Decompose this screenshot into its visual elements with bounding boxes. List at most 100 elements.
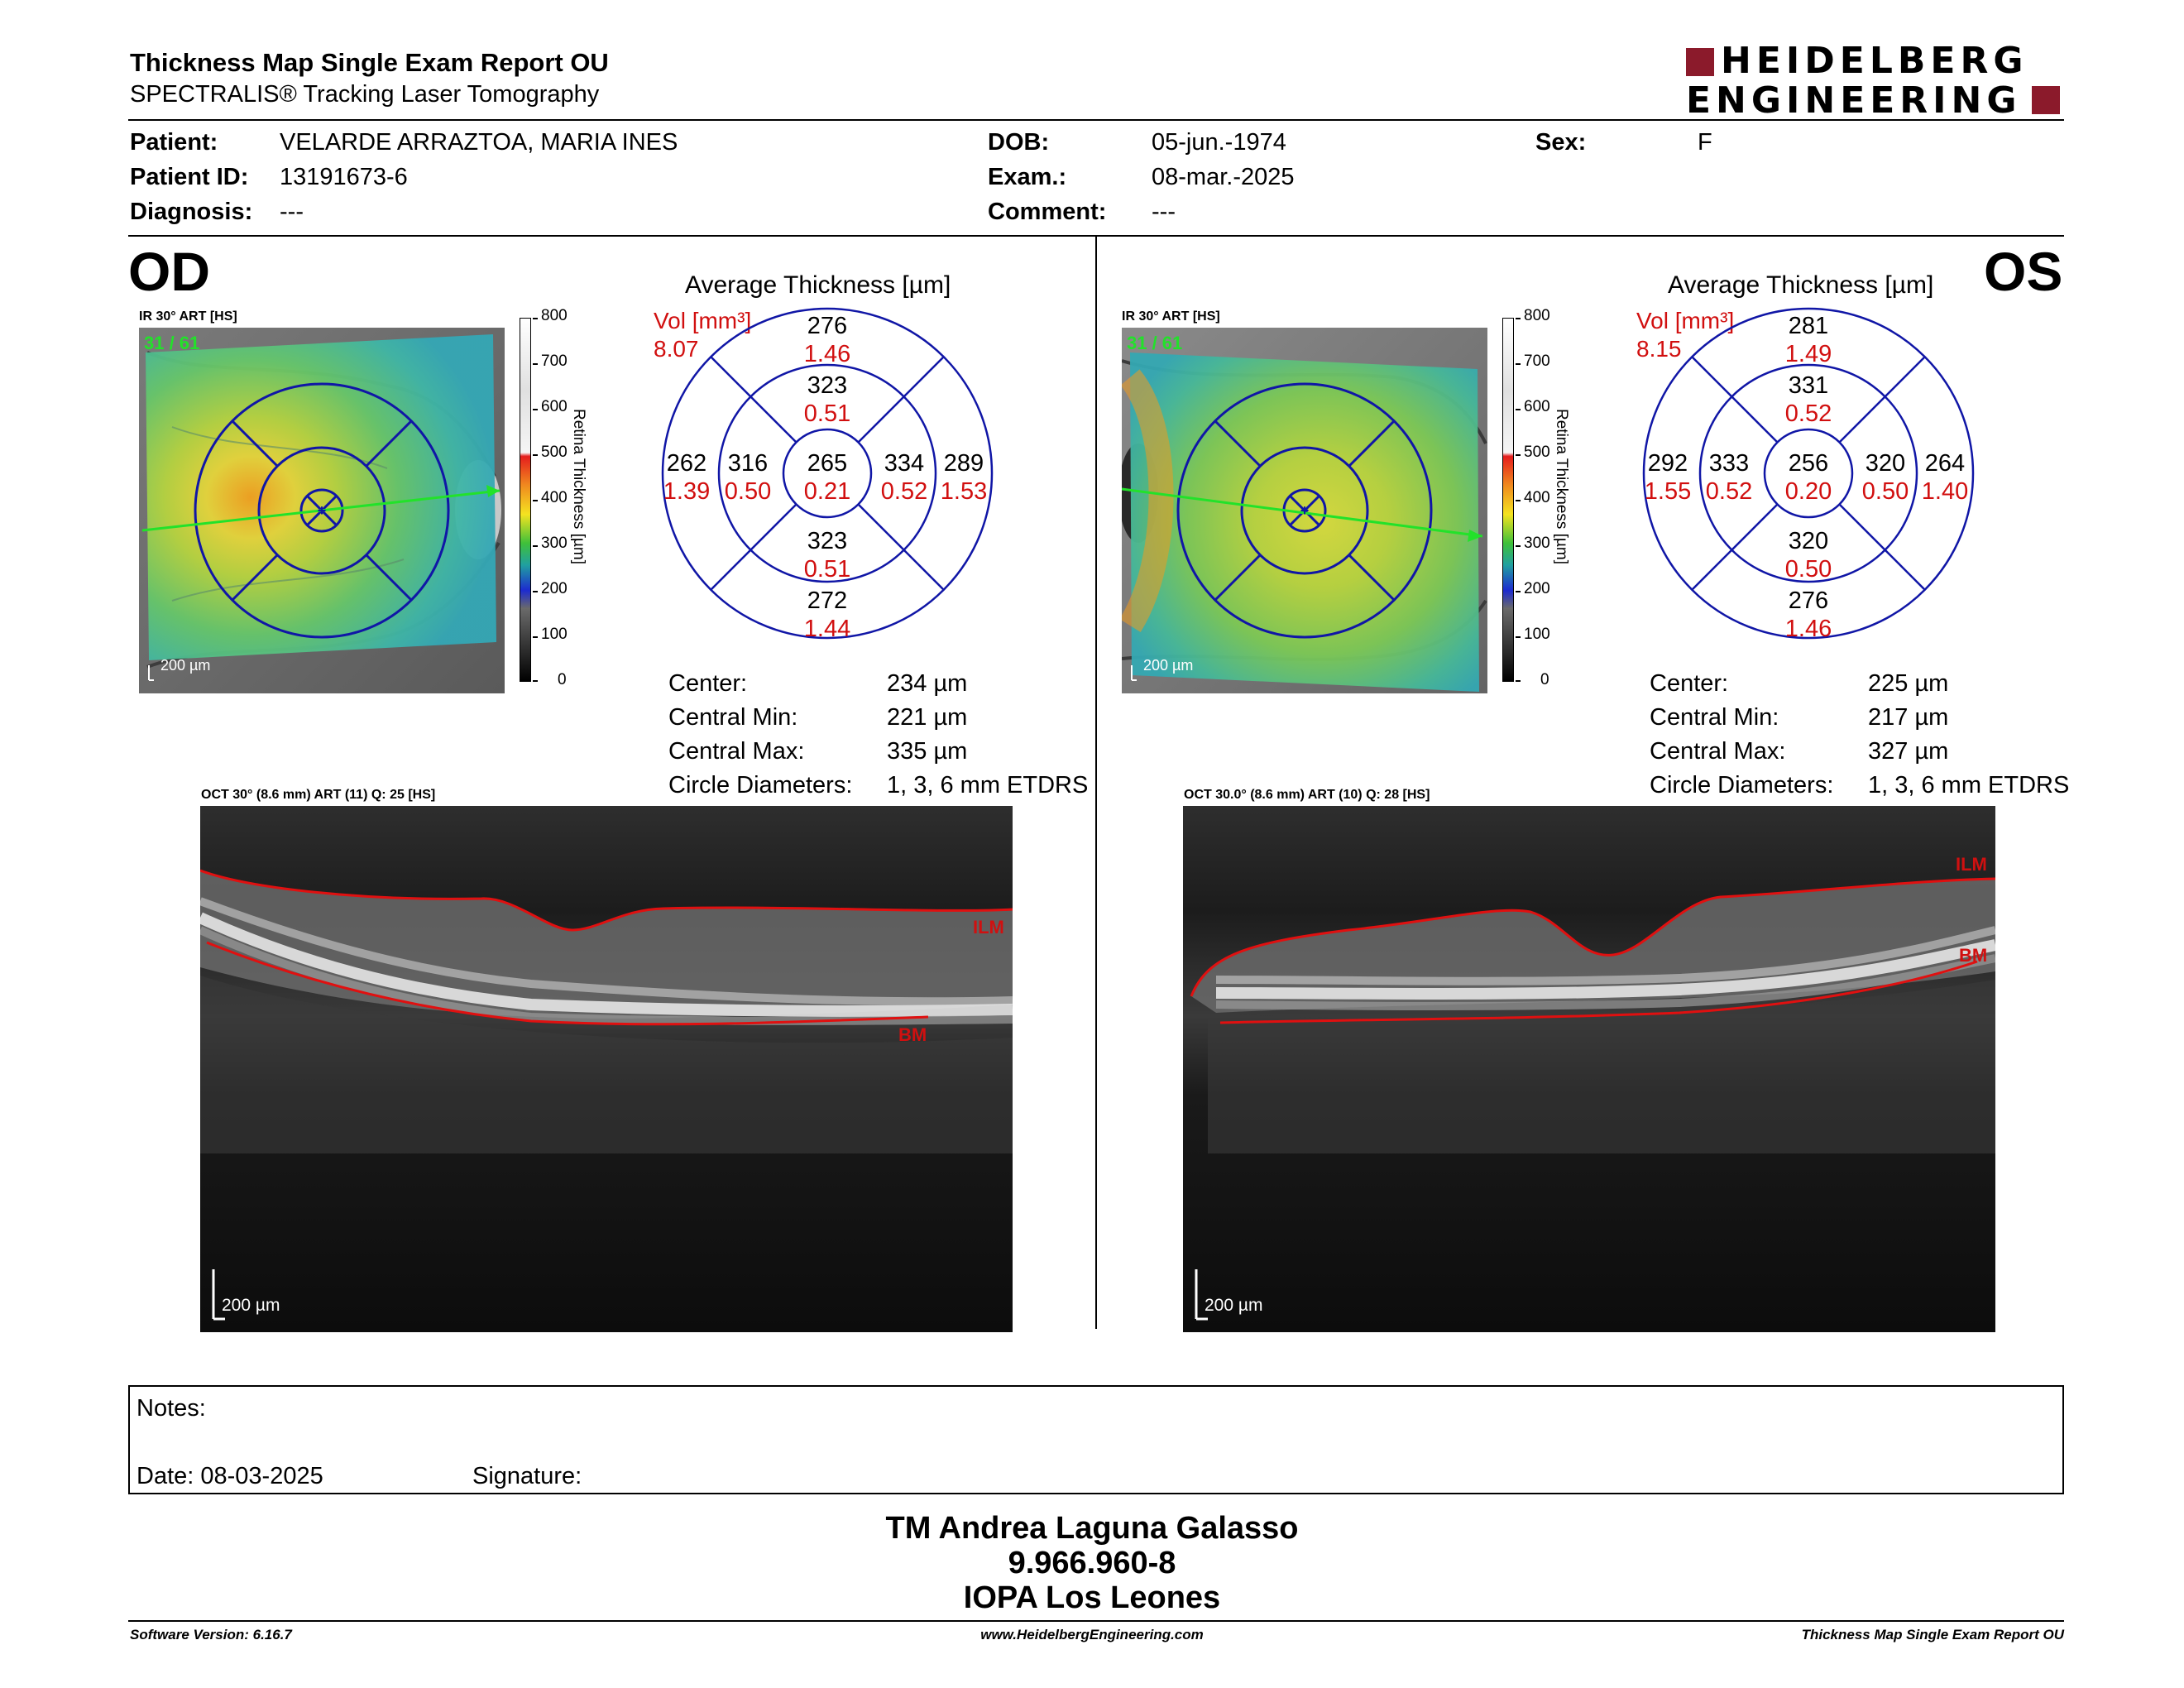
os-vol-label: Vol [mm³] [1636, 308, 1735, 333]
od-inner-top-thk: 323 [807, 372, 848, 399]
os-stat-diam-label: Circle Diameters: [1650, 772, 1834, 798]
diagnosis-label: Diagnosis: [130, 199, 253, 225]
sex-label: Sex: [1535, 129, 1587, 156]
os-tick-400: 400 [1524, 489, 1550, 506]
os-ilm-label: ILM [1956, 854, 1987, 875]
os-tick-600: 600 [1524, 398, 1550, 415]
diagnosis-value: --- [280, 199, 304, 225]
patient-id: 13191673-6 [280, 164, 408, 190]
logo-engineering: ENGINEERING [1686, 79, 2022, 122]
svg-text:+: + [1300, 502, 1310, 519]
sig-org: IOPA Los Leones [963, 1580, 1221, 1615]
od-inner-bottom-vol: 0.51 [803, 556, 851, 583]
od-stat-center-value: 234 µm [887, 670, 968, 697]
os-stat-min-label: Central Min: [1650, 704, 1779, 731]
od-stat-center-label: Center: [668, 670, 748, 697]
os-outer-right-thk: 264 [1924, 450, 1966, 477]
od-colorbar: 800 700 600 500 400 300 200 100 0 Retina… [520, 308, 599, 688]
od-stat-max-value: 335 µm [887, 738, 968, 765]
os-avg-title: Average Thickness [µm] [1668, 271, 1934, 299]
os-outer-top-thk: 281 [1788, 313, 1829, 339]
logo-square-top [1686, 48, 1714, 76]
od-bm-label: BM [898, 1024, 927, 1045]
od-stat-min-label: Central Min: [668, 704, 798, 731]
os-stat-center-label: Center: [1650, 670, 1729, 697]
comment-value: --- [1152, 199, 1176, 225]
os-center-vol: 0.20 [1784, 478, 1832, 505]
footer-website[interactable]: www.HeidelbergEngineering.com [980, 1627, 1204, 1642]
patient-label: Patient: [130, 129, 218, 156]
os-etdrs-grid: 281 1.49 331 0.52 292 1.55 333 0.52 256 … [1641, 306, 1976, 642]
od-outer-right-vol: 1.53 [940, 478, 988, 505]
od-stat-min-value: 221 µm [887, 704, 968, 731]
svg-text:+: + [318, 502, 327, 519]
os-inner-bottom-vol: 0.50 [1784, 556, 1832, 583]
os-tick-700: 700 [1524, 352, 1550, 370]
os-outer-left-thk: 292 [1647, 450, 1688, 477]
os-vol-value: 8.15 [1636, 336, 1682, 362]
od-stat-diam-label: Circle Diameters: [668, 772, 853, 798]
od-tick-300: 300 [541, 535, 568, 552]
os-tick-500: 500 [1524, 444, 1550, 461]
os-inner-bottom-thk: 320 [1788, 528, 1829, 554]
os-frame-label: 31 / 61 [1127, 333, 1183, 353]
od-tick-0: 0 [558, 671, 567, 688]
comment-label: Comment: [988, 199, 1107, 225]
od-oct-label: OCT 30° (8.6 mm) ART (11) Q: 25 [HS] [201, 788, 436, 802]
sex-value: F [1698, 129, 1712, 156]
os-inner-left-vol: 0.52 [1705, 478, 1753, 505]
os-stat-min-value: 217 µm [1868, 704, 1949, 731]
od-tick-500: 500 [541, 444, 568, 461]
od-scale-label: 200 µm [160, 657, 211, 674]
logo-square-bottom [2032, 86, 2060, 114]
os-outer-bottom-thk: 276 [1788, 587, 1829, 614]
od-oct-scale: 200 µm [222, 1296, 280, 1315]
od-inner-right-thk: 334 [884, 450, 925, 477]
od-outer-right-thk: 289 [943, 450, 984, 477]
dob-value: 05-jun.-1974 [1152, 129, 1286, 156]
od-etdrs-grid: 276 1.46 323 0.51 262 1.39 316 0.50 265 … [660, 306, 994, 642]
os-outer-left-vol: 1.55 [1644, 478, 1692, 505]
os-oct-label: OCT 30.0° (8.6 mm) ART (10) Q: 28 [HS] [1184, 788, 1430, 802]
od-outer-bottom-vol: 1.44 [803, 616, 851, 642]
od-tick-400: 400 [541, 489, 568, 506]
os-stat-diam-value: 1, 3, 6 mm ETDRS [1868, 772, 2070, 798]
os-inner-top-vol: 0.52 [1784, 400, 1832, 427]
od-tick-800: 800 [541, 307, 568, 324]
od-ilm-label: ILM [973, 917, 1004, 938]
od-inner-left-thk: 316 [727, 450, 769, 477]
os-inner-right-thk: 320 [1865, 450, 1906, 477]
sig-name: TM Andrea Laguna Galasso [885, 1511, 1299, 1546]
exam-value: 08-mar.-2025 [1152, 164, 1295, 190]
os-tick-200: 200 [1524, 580, 1550, 597]
od-outer-top-thk: 276 [807, 313, 848, 339]
os-eye-label: OS [1984, 241, 2063, 302]
os-center-thk: 256 [1788, 450, 1829, 477]
os-oct-scan: ILM BM 200 µm [1183, 806, 1997, 1332]
os-inner-left-thk: 333 [1708, 450, 1750, 477]
od-ir-label: IR 30° ART [HS] [139, 309, 237, 324]
od-fundus-map: + 31 / 61 200 µm [139, 328, 505, 693]
patient-id-label: Patient ID: [130, 164, 249, 190]
od-vol-value: 8.07 [654, 336, 699, 362]
report-title: Thickness Map Single Exam Report OU [130, 48, 609, 77]
notes-label: Notes: [136, 1395, 206, 1422]
od-inner-right-vol: 0.52 [880, 478, 928, 505]
exam-label: Exam.: [988, 164, 1067, 190]
patient-divider [128, 235, 2064, 237]
od-inner-top-vol: 0.51 [803, 400, 851, 427]
od-center-thk: 265 [807, 450, 848, 477]
patient-name: VELARDE ARRAZTOA, MARIA INES [280, 129, 678, 156]
od-outer-left-vol: 1.39 [663, 478, 711, 505]
od-eye-label: OD [128, 241, 210, 302]
logo-heidelberg: HEIDELBERG [1721, 40, 2028, 82]
od-outer-left-thk: 262 [666, 450, 707, 477]
eye-divider [1095, 237, 1097, 1329]
od-frame-label: 31 / 61 [144, 333, 200, 353]
od-tick-600: 600 [541, 398, 568, 415]
os-tick-800: 800 [1524, 307, 1550, 324]
od-colorbar-title: Retina Thickness [µm] [570, 409, 587, 564]
os-stat-max-label: Central Max: [1650, 738, 1786, 765]
od-tick-700: 700 [541, 352, 568, 370]
od-oct-scan: ILM BM 200 µm [198, 806, 1013, 1332]
